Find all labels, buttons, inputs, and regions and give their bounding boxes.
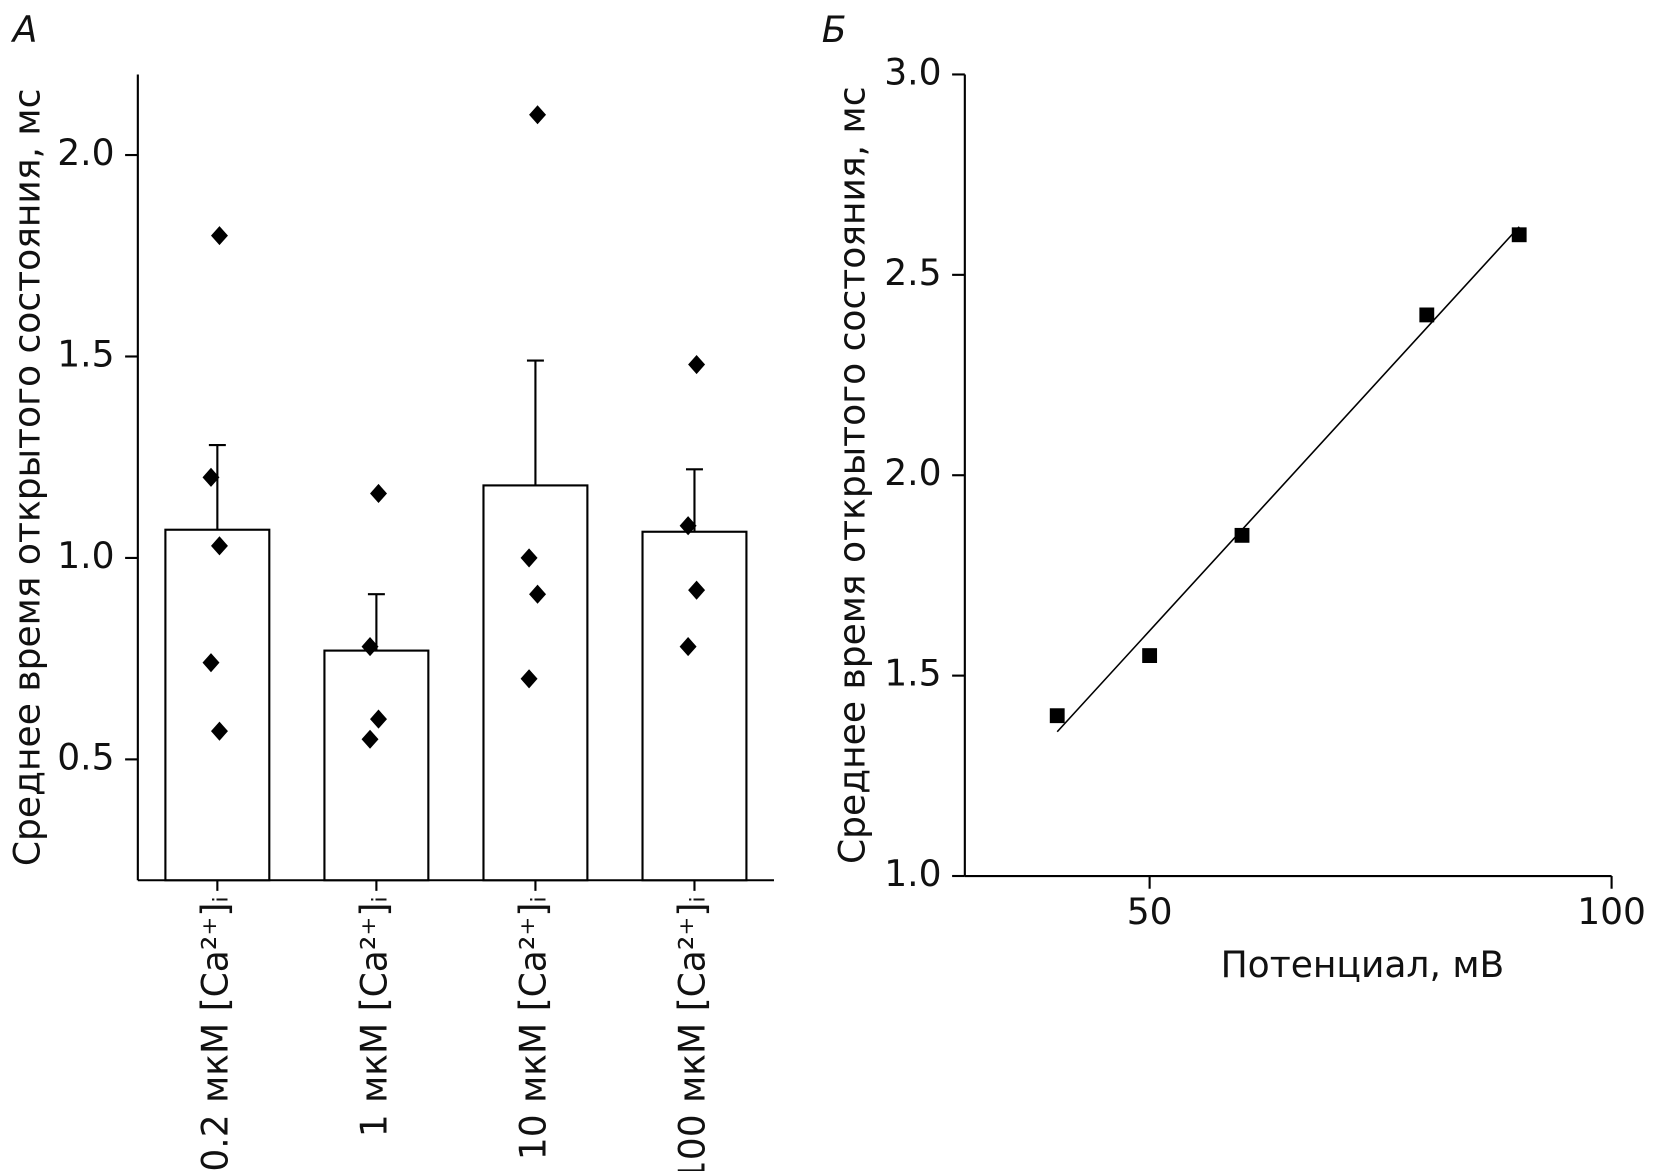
bar bbox=[482, 484, 589, 882]
y-tick-label: 2.0 bbox=[884, 453, 941, 494]
data-point bbox=[361, 729, 379, 749]
x-tick-label: 100 мкМ [Ca²⁺]ᵢ bbox=[672, 896, 713, 1171]
data-point bbox=[370, 709, 387, 729]
data-point bbox=[361, 637, 379, 657]
y-tick-label: 3.0 bbox=[884, 52, 941, 93]
data-point bbox=[688, 580, 706, 600]
fit-line bbox=[1056, 226, 1520, 733]
data-point bbox=[1419, 307, 1435, 323]
y-tick-label: 1.0 bbox=[884, 854, 941, 895]
x-tick-label: 10 мкМ [Ca²⁺]ᵢ bbox=[513, 896, 554, 1160]
y-tick-label: 1.0 bbox=[57, 536, 114, 577]
x-tick-label: 1 мкМ [Ca²⁺]ᵢ bbox=[354, 896, 395, 1137]
data-point bbox=[202, 653, 220, 673]
panel-label: А bbox=[11, 10, 38, 51]
y-tick-label: 1.5 bbox=[57, 334, 114, 375]
data-point bbox=[679, 637, 697, 657]
data-point bbox=[688, 355, 706, 375]
data-point bbox=[210, 226, 228, 246]
x-tick-label: 50 bbox=[1127, 892, 1173, 933]
x-axis-label: Потенциал, мВ bbox=[1221, 945, 1505, 986]
bar bbox=[164, 528, 271, 882]
x-tick-label: 100 bbox=[1577, 892, 1646, 933]
data-point bbox=[1049, 708, 1065, 724]
data-point bbox=[529, 105, 547, 125]
x-tick-label: 0.2 мкМ [Ca²⁺]ᵢ bbox=[195, 896, 236, 1171]
data-point bbox=[210, 721, 228, 741]
data-point bbox=[1234, 527, 1250, 543]
y-tick-label: 2.0 bbox=[57, 133, 114, 174]
y-tick-label: 1.5 bbox=[884, 654, 941, 695]
data-point bbox=[1142, 648, 1158, 664]
y-tick-label: 2.5 bbox=[884, 253, 941, 294]
panel-label: Б bbox=[822, 10, 847, 51]
y-axis-label: Среднее время открытого состояния, мс bbox=[833, 86, 874, 864]
data-point bbox=[210, 536, 228, 556]
data-point bbox=[679, 516, 697, 536]
y-tick-label: 0.5 bbox=[57, 737, 114, 778]
data-point bbox=[1511, 227, 1527, 243]
y-axis-label: Среднее время открытого состояния, мс bbox=[8, 89, 49, 867]
data-point bbox=[520, 548, 538, 568]
data-point bbox=[529, 584, 547, 604]
bar bbox=[323, 649, 430, 882]
data-point bbox=[370, 483, 387, 504]
